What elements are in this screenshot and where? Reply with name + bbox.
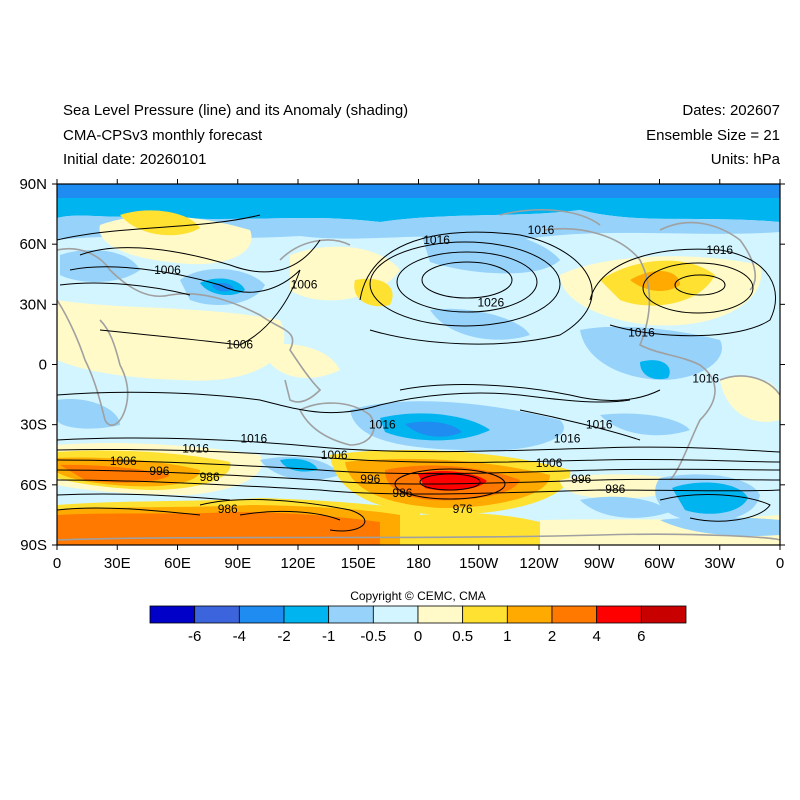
forecast-dates: Dates: 202607 [682,102,780,119]
map-subtitle: CMA-CPSv3 monthly forecast [63,127,263,144]
colorbar-labels: -6 -4 -2 -1 -0.5 0 0.5 1 2 4 6 [188,628,646,645]
lon-label: 120E [280,555,315,572]
colorbar-label: 0.5 [452,628,473,645]
contour-label: 1016 [423,233,450,247]
colorbar-label: -0.5 [360,628,386,645]
contour-label: 996 [360,472,380,486]
colorbar-label: 1 [503,628,511,645]
colorbar-label: -1 [322,628,335,645]
contour-label: 1006 [536,456,563,470]
colorbar-swatch [283,605,330,624]
lon-label: 90E [224,555,251,572]
contour-label: 1026 [477,295,504,309]
colorbar-swatch [194,605,240,624]
lon-label: 30E [104,555,131,572]
contour-label: 1006 [321,448,348,462]
axis-ticks [52,179,785,550]
contour-label: 986 [605,482,625,496]
colorbar-label: 6 [637,628,645,645]
lon-label: 0 [53,555,61,572]
pressure-contours [57,214,780,532]
colorbar-label: -4 [233,628,246,645]
colorbar-label: -2 [277,628,290,645]
contour-label: 986 [200,470,220,484]
lon-label: 120W [519,555,559,572]
colorbar-label: 4 [592,628,600,645]
units-label: Units: hPa [710,151,780,168]
ensemble-size: Ensemble Size = 21 [646,127,780,144]
contour-label: 976 [453,502,473,516]
contour-label: 986 [218,502,238,516]
latitude-labels: 90N 60N 30N 0 30S 60S 90S [19,176,47,554]
contour-label: 1016 [628,325,655,339]
lat-label: 30N [19,296,47,313]
lat-label: 30S [20,417,47,434]
colorbar-swatch [506,605,553,624]
lat-label: 90N [19,176,47,193]
contour-label: 1006 [110,454,137,468]
lon-label: 150E [341,555,376,572]
longitude-labels: 0 30E 60E 90E 120E 150E 180 150W 120W 90W 60W 30W 0 [53,555,784,572]
colorbar-label: 0 [414,628,422,645]
lon-label: 60E [164,555,191,572]
coastlines [57,209,780,541]
contour-label: 1016 [369,418,396,432]
contour-label: 1006 [154,263,181,277]
colorbar-label: 2 [548,628,556,645]
lat-label: 60S [20,477,47,494]
lat-label: 90S [20,537,47,554]
colorbar [149,605,687,624]
colorbar-swatch [551,605,598,624]
lat-label: 0 [39,357,47,374]
lon-label: 60W [644,555,676,572]
colorbar-swatch [596,605,642,624]
contour-label: 1016 [554,432,581,446]
contour-label: 986 [392,486,412,500]
contour-label: 996 [571,472,591,486]
lon-label: 90W [584,555,616,572]
contour-label: 1016 [240,432,267,446]
copyright-notice: Copyright © CEMC, CMA [350,589,486,603]
colorbar-swatch [149,605,196,624]
colorbar-swatch [328,605,374,624]
lon-label: 150W [459,555,499,572]
lon-label: 0 [776,555,784,572]
colorbar-swatch [417,605,464,624]
colorbar-swatch [640,605,687,624]
map-title: Sea Level Pressure (line) and its Anomal… [63,102,409,119]
contour-label: 1016 [182,442,209,456]
contour-label: 1006 [291,277,318,291]
colorbar-swatch [238,605,285,624]
initial-date: Initial date: 20260101 [63,151,207,168]
colorbar-swatch [462,605,508,624]
contour-label: 1006 [226,337,253,351]
contour-label: 1016 [586,418,613,432]
contour-label: 996 [149,464,169,478]
colorbar-swatch [372,605,419,624]
lat-label: 60N [19,236,47,253]
lon-label: 180 [406,555,431,572]
contour-label: 1016 [706,243,733,257]
contour-label: 1016 [528,223,555,237]
contour-label: 1016 [692,372,719,386]
colorbar-label: -6 [188,628,201,645]
lon-label: 30W [704,555,736,572]
contour-labels: 1006 1006 1016 1016 1016 1026 1006 1016 1016 1016… [110,223,733,516]
